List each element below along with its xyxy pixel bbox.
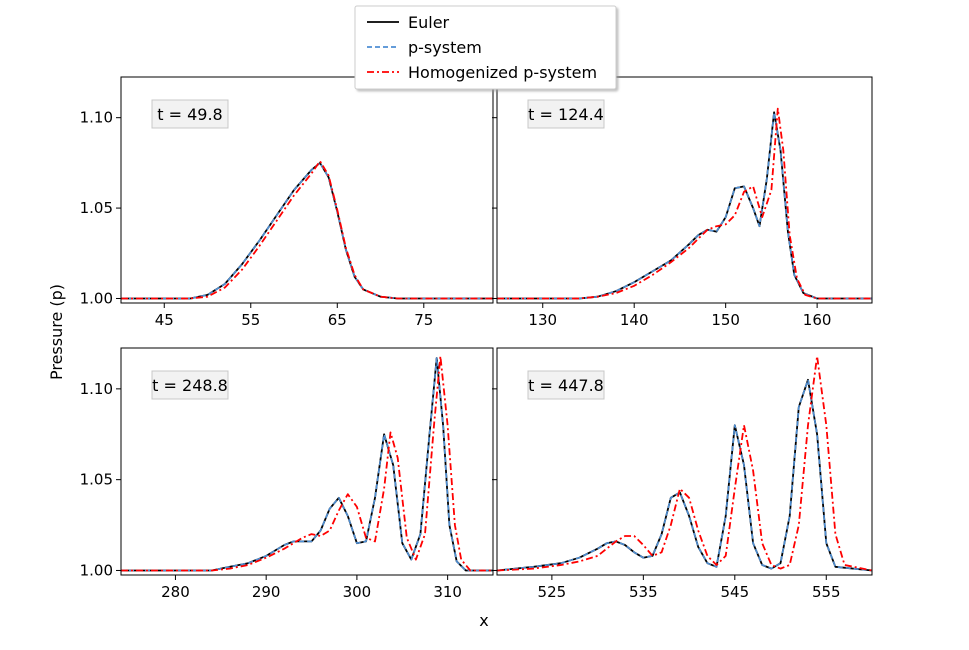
panel-1-lines [121, 160, 493, 300]
x-tick-label: 130 [528, 311, 557, 329]
y-tick-label: 1.00 [80, 289, 113, 307]
panel-4-lines [497, 355, 872, 572]
x-axis-label: x [479, 611, 488, 630]
panel-2-lines [497, 107, 872, 300]
time-label: t = 248.8 [151, 370, 229, 400]
series-line-euler [497, 378, 872, 572]
x-tick-label: 65 [328, 311, 347, 329]
y-tick-label: 1.10 [80, 109, 113, 127]
x-tick-label: 300 [343, 583, 372, 601]
time-label-text: t = 447.8 [528, 376, 604, 395]
plot-frame [120, 76, 494, 304]
time-label-box [151, 370, 229, 400]
legend-frame [354, 5, 617, 90]
y-tick-label: 1.00 [80, 561, 113, 579]
x-tick-label: 45 [155, 311, 174, 329]
x-tick-label: 160 [803, 311, 832, 329]
series-line-euler [121, 357, 493, 572]
panel-2: 130 140 150 160 t = 124.4 [492, 76, 873, 329]
x-tick-label: 525 [538, 583, 567, 601]
series-line-homogenized-p-system [121, 160, 493, 300]
panels: 45 55 65 75 1.00 1.05 1.10 t = 49.8 130 140 150 160… [80, 76, 873, 601]
plot-frame [496, 347, 873, 576]
x-tick-label: 310 [433, 583, 462, 601]
y-axis-label: Pressure (p) [47, 284, 66, 380]
y-tick-label: 1.10 [80, 380, 113, 398]
y-tick-label: 1.05 [80, 471, 113, 489]
x-tick-label: 280 [161, 583, 190, 601]
series-line-p-system [497, 111, 872, 300]
panel-1: 45 55 65 75 1.00 1.05 1.10 t = 49.8 [80, 76, 494, 329]
legend-label-p-system: p-system [408, 38, 482, 57]
time-label-text: t = 248.8 [152, 376, 228, 395]
x-tick-label: 290 [252, 583, 281, 601]
series-line-euler [497, 111, 872, 300]
time-label-box [151, 99, 229, 129]
time-label-box [527, 99, 605, 129]
panel-3-lines [121, 355, 493, 572]
panel-4: 525 535 545 555 t = 447.8 [492, 347, 873, 601]
plot-frame [496, 76, 873, 304]
series-line-p-system [121, 162, 493, 300]
series-line-p-system [497, 379, 872, 572]
legend-label-euler: Euler [408, 13, 450, 32]
time-label: t = 124.4 [527, 99, 605, 129]
x-tick-label: 150 [711, 311, 740, 329]
x-tick-label: 140 [620, 311, 649, 329]
legend: Euler p-system Homogenized p-system [354, 5, 617, 90]
x-tick-label: 75 [414, 311, 433, 329]
series-line-homogenized-p-system [121, 355, 493, 572]
x-tick-label: 545 [720, 583, 749, 601]
plot-frame [120, 347, 494, 576]
y-tick-label: 1.05 [80, 199, 113, 217]
series-line-homogenized-p-system [497, 355, 872, 572]
time-label: t = 447.8 [527, 370, 605, 400]
x-tick-label: 555 [812, 583, 841, 601]
time-label-text: t = 124.4 [528, 105, 604, 124]
time-label-text: t = 49.8 [157, 105, 222, 124]
series-line-homogenized-p-system [497, 107, 872, 300]
x-tick-label: 55 [241, 311, 260, 329]
time-label-box [527, 370, 605, 400]
x-tick-label: 535 [629, 583, 658, 601]
panel-3: 280 290 300 310 1.00 1.05 1.10 t = 248.8 [80, 347, 494, 601]
legend-label-homogenized: Homogenized p-system [408, 63, 597, 82]
series-line-euler [121, 162, 493, 300]
time-label: t = 49.8 [151, 99, 229, 129]
